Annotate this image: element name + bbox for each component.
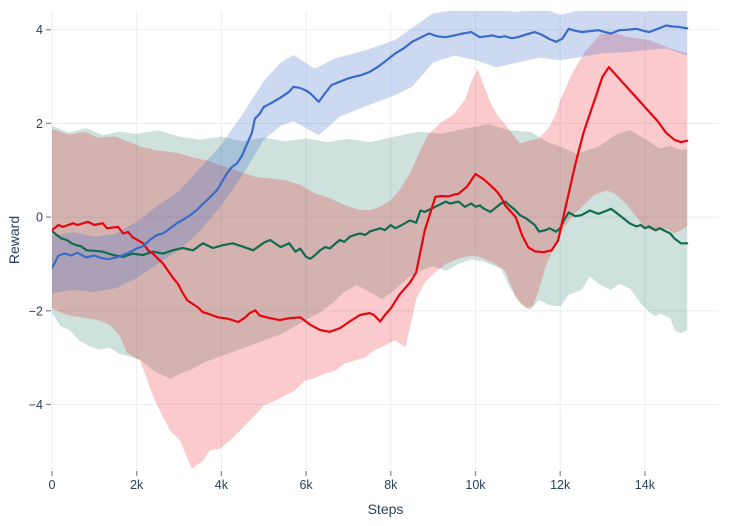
green-run-line	[52, 200, 689, 260]
x-tick-label: 10k	[465, 478, 486, 492]
x-tick-label: 0	[49, 478, 56, 492]
x-tick-label: 4k	[215, 478, 229, 492]
blue-run-line	[52, 24, 689, 269]
y-tick-label: −4	[29, 398, 43, 412]
x-tick-label: 6k	[299, 478, 313, 492]
red-run-band	[52, 33, 688, 469]
x-tick-label: 14k	[635, 478, 656, 492]
y-tick-label: 4	[36, 23, 43, 37]
y-tick-label: −2	[29, 304, 43, 318]
y-axis-title: Reward	[6, 215, 22, 265]
series-layer	[52, 11, 689, 469]
x-tick-label: 12k	[550, 478, 571, 492]
red-run-line	[52, 66, 689, 333]
x-tick-label: 8k	[384, 478, 398, 492]
x-tick-label: 2k	[130, 478, 144, 492]
y-tick-label: 2	[36, 117, 43, 131]
y-tick-label: 0	[36, 211, 43, 225]
x-axis-title: Steps	[367, 501, 404, 517]
blue-run-band	[52, 11, 688, 293]
